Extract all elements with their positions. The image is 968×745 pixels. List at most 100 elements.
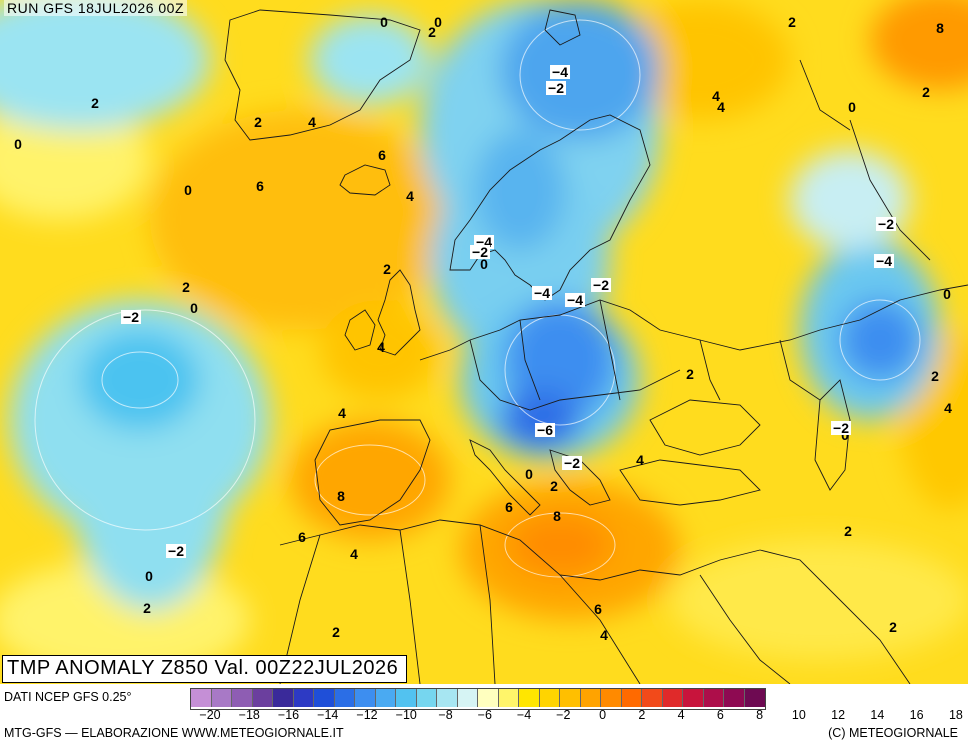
legend-swatch [621, 689, 642, 707]
legend-swatch [375, 689, 396, 707]
contour-label: −2 [121, 309, 141, 325]
legend-swatch [416, 689, 437, 707]
legend-swatch [211, 689, 232, 707]
contour-label: 2 [428, 24, 436, 40]
legend-tick: −10 [395, 708, 417, 722]
legend-tick: 18 [948, 708, 963, 722]
contour-label: −2 [562, 455, 582, 471]
contour-label: 4 [600, 627, 608, 643]
temperature-anomaly-map: RUN GFS 18JUL2026 00Z TMP ANOMALY Z850 V… [0, 0, 968, 684]
contour-label: −2 [876, 216, 896, 232]
contour-label: 0 [145, 568, 153, 584]
legend-swatch [293, 689, 314, 707]
contour-label: −2 [166, 543, 186, 559]
contour-label: 0 [848, 99, 856, 115]
contour-label: 4 [636, 452, 644, 468]
contour-label: −4 [565, 292, 585, 308]
contour-label: −2 [470, 244, 490, 260]
contour-label: 2 [182, 279, 190, 295]
legend-tick: −14 [317, 708, 339, 722]
contour-label: 2 [91, 95, 99, 111]
contour-label: 2 [332, 624, 340, 640]
credits-right: (C) METEOGIORNALE [828, 726, 958, 740]
contour-label: 8 [553, 508, 561, 524]
legend-swatch [703, 689, 724, 707]
legend-swatch [744, 689, 765, 707]
contour-label: 0 [380, 14, 388, 30]
legend-swatch [252, 689, 273, 707]
contour-label: 6 [505, 499, 513, 515]
legend-tick: 10 [791, 708, 806, 722]
legend-tick: −8 [438, 708, 453, 722]
anomaly-field [0, 0, 968, 684]
legend-tick: 4 [677, 708, 685, 722]
legend-swatch [519, 689, 540, 707]
legend-tick: −2 [556, 708, 571, 722]
contour-label: 2 [383, 261, 391, 277]
legend-tick: −20 [199, 708, 221, 722]
color-legend [190, 688, 766, 710]
legend-tick: 14 [870, 708, 885, 722]
contour-label: 4 [944, 400, 952, 416]
contour-label: 2 [889, 619, 897, 635]
contour-label: −4 [532, 285, 552, 301]
contour-label: 4 [308, 114, 316, 130]
data-source: DATI NCEP GFS 0.25° [4, 690, 132, 704]
contour-label: 8 [936, 20, 944, 36]
legend-swatch [683, 689, 704, 707]
legend-swatch [662, 689, 683, 707]
contour-label: 0 [480, 256, 488, 272]
contour-label: −2 [591, 277, 611, 293]
contour-label: −4 [874, 253, 894, 269]
contour-label: 6 [378, 147, 386, 163]
contour-label: −4 [550, 64, 570, 80]
legend-swatch [539, 689, 560, 707]
legend-tick: 6 [716, 708, 724, 722]
contour-label: 0 [14, 136, 22, 152]
contour-label: 2 [550, 478, 558, 494]
legend-swatch [437, 689, 458, 707]
legend-tick: −12 [356, 708, 378, 722]
contour-label: −2 [831, 420, 851, 436]
contour-label: 4 [712, 88, 720, 104]
legend-swatch [273, 689, 294, 707]
contour-label: 4 [717, 99, 725, 115]
contour-label: 6 [256, 178, 264, 194]
contour-label: 2 [931, 368, 939, 384]
legend-swatch [560, 689, 581, 707]
legend-swatch [396, 689, 417, 707]
legend-tick: −18 [238, 708, 260, 722]
legend-swatch [314, 689, 335, 707]
legend-tick: 16 [909, 708, 924, 722]
contour-label: 2 [143, 600, 151, 616]
contour-label: −6 [535, 422, 555, 438]
contour-label: 2 [844, 523, 852, 539]
legend-tick: 2 [638, 708, 646, 722]
legend-swatch [601, 689, 622, 707]
legend-tick: −4 [516, 708, 532, 722]
legend-tick: 0 [599, 708, 607, 722]
contour-label: 0 [434, 14, 442, 30]
contour-label: 8 [337, 488, 345, 504]
legend-swatch [355, 689, 376, 707]
legend-tick: −16 [277, 708, 300, 722]
legend-tick: −6 [477, 708, 492, 722]
legend-swatch [642, 689, 663, 707]
run-label: RUN GFS 18JUL2026 00Z [4, 0, 188, 16]
contour-label: 6 [594, 601, 602, 617]
contour-label: 2 [788, 14, 796, 30]
contour-label: 0 [190, 300, 198, 316]
contour-label: 6 [298, 529, 306, 545]
legend-swatch [191, 689, 212, 707]
contour-label: −2 [546, 80, 566, 96]
credits-left: MTG-GFS — ELABORAZIONE WWW.METEOGIORNALE… [4, 726, 344, 740]
legend-swatch [334, 689, 355, 707]
map-title: TMP ANOMALY Z850 Val. 00Z22JUL2026 [2, 655, 408, 683]
contour-label: 4 [338, 405, 346, 421]
contour-label: 0 [525, 466, 533, 482]
legend-swatch [724, 689, 745, 707]
legend-tick: 8 [756, 708, 764, 722]
contour-label: 2 [922, 84, 930, 100]
legend-swatch [232, 689, 253, 707]
legend-swatch [498, 689, 519, 707]
